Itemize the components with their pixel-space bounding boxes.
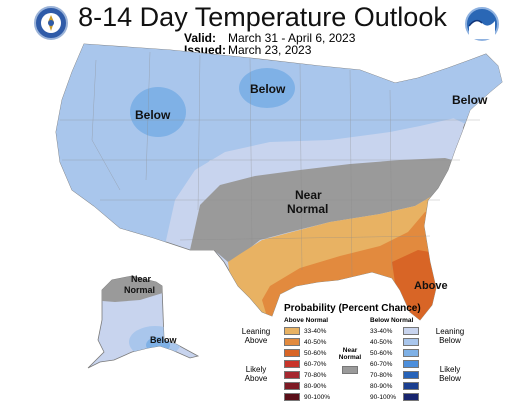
legend-below-swatch-4 bbox=[403, 371, 419, 379]
legend-above-range-2: 50-60% bbox=[304, 350, 327, 357]
valid-dates-line: Valid: March 31 - April 6, 2023 bbox=[184, 31, 355, 45]
page-title: 8-14 Day Temperature Outlook bbox=[78, 2, 447, 32]
legend-above-swatch-4 bbox=[284, 371, 300, 379]
legend-below-swatch-0 bbox=[403, 327, 419, 335]
legend-leaning-above: Leaning Above bbox=[241, 327, 271, 345]
noaa-logo-icon bbox=[465, 7, 499, 41]
valid-label: Valid: bbox=[184, 31, 217, 45]
valid-value: March 31 - April 6, 2023 bbox=[228, 31, 356, 45]
near-normal-zone bbox=[190, 158, 460, 262]
legend-likely-below: Likely Below bbox=[439, 365, 461, 383]
legend-below-swatch-1 bbox=[403, 338, 419, 346]
legend-title: Probability (Percent Chance) bbox=[284, 303, 421, 314]
legend-below-swatch-5 bbox=[403, 382, 419, 390]
label-below-north: Below bbox=[250, 82, 286, 96]
state-borders bbox=[60, 51, 480, 277]
legend-near-normal-line2: Normal bbox=[338, 354, 362, 361]
label-near-normal-line2: Normal bbox=[287, 202, 328, 216]
alaska-region bbox=[87, 275, 200, 369]
legend-above-swatch-2 bbox=[284, 349, 300, 357]
label-below-northeast: Below bbox=[452, 93, 488, 107]
legend-leaning-below: Leaning Below bbox=[435, 327, 465, 345]
legend-above-header: Above Normal bbox=[284, 317, 329, 324]
legend-below-header: Below Normal bbox=[370, 317, 414, 324]
legend-above-range-4: 70-80% bbox=[304, 372, 327, 379]
legend-above-swatch-1 bbox=[284, 338, 300, 346]
label-near-normal-line1: Near bbox=[295, 188, 322, 202]
legend-below-range-3: 60-70% bbox=[370, 361, 393, 368]
legend-below-range-2: 50-60% bbox=[370, 350, 393, 357]
legend-above-swatch-3 bbox=[284, 360, 300, 368]
legend-below-range-5: 80-90% bbox=[370, 383, 393, 390]
legend-below-swatch-3 bbox=[403, 360, 419, 368]
label-below-west: Below bbox=[135, 108, 171, 122]
below-33-40-band bbox=[175, 124, 470, 240]
legend-above-range-1: 40-50% bbox=[304, 339, 327, 346]
legend-above-swatch-5 bbox=[284, 382, 300, 390]
legend-below-swatch-2 bbox=[403, 349, 419, 357]
label-alaska-near-line1: Near bbox=[131, 274, 152, 284]
label-alaska-near-line2: Normal bbox=[124, 285, 155, 295]
issued-value: March 23, 2023 bbox=[228, 43, 312, 57]
below-50-60-west-blob bbox=[130, 87, 186, 137]
legend-below-range-6: 90-100% bbox=[370, 394, 397, 401]
legend-above-range-0: 33-40% bbox=[304, 328, 327, 335]
label-above-southeast: Above bbox=[414, 280, 448, 292]
legend-above-range-3: 60-70% bbox=[304, 361, 327, 368]
legend-above-range-6: 90-100% bbox=[304, 394, 331, 401]
below-50-60-north-blob bbox=[239, 68, 295, 108]
doc-seal-icon bbox=[34, 6, 68, 40]
legend-likely-above: Likely Above bbox=[244, 365, 268, 383]
doc-seal-graphic bbox=[41, 13, 61, 33]
legend-below-swatch-6 bbox=[403, 393, 419, 401]
legend-near-normal-swatch bbox=[342, 366, 358, 374]
noaa-logo-graphic bbox=[468, 19, 495, 39]
legend-above-swatch-6 bbox=[284, 393, 300, 401]
conus-region bbox=[55, 43, 503, 321]
legend-below-range-0: 33-40% bbox=[370, 328, 393, 335]
legend-below-range-4: 70-80% bbox=[370, 372, 393, 379]
legend-below-range-1: 40-50% bbox=[370, 339, 393, 346]
legend-above-swatch-0 bbox=[284, 327, 300, 335]
legend-above-range-5: 80-90% bbox=[304, 383, 327, 390]
legend-near-normal-line1: Near bbox=[342, 347, 358, 354]
label-alaska-below: Below bbox=[150, 335, 178, 345]
